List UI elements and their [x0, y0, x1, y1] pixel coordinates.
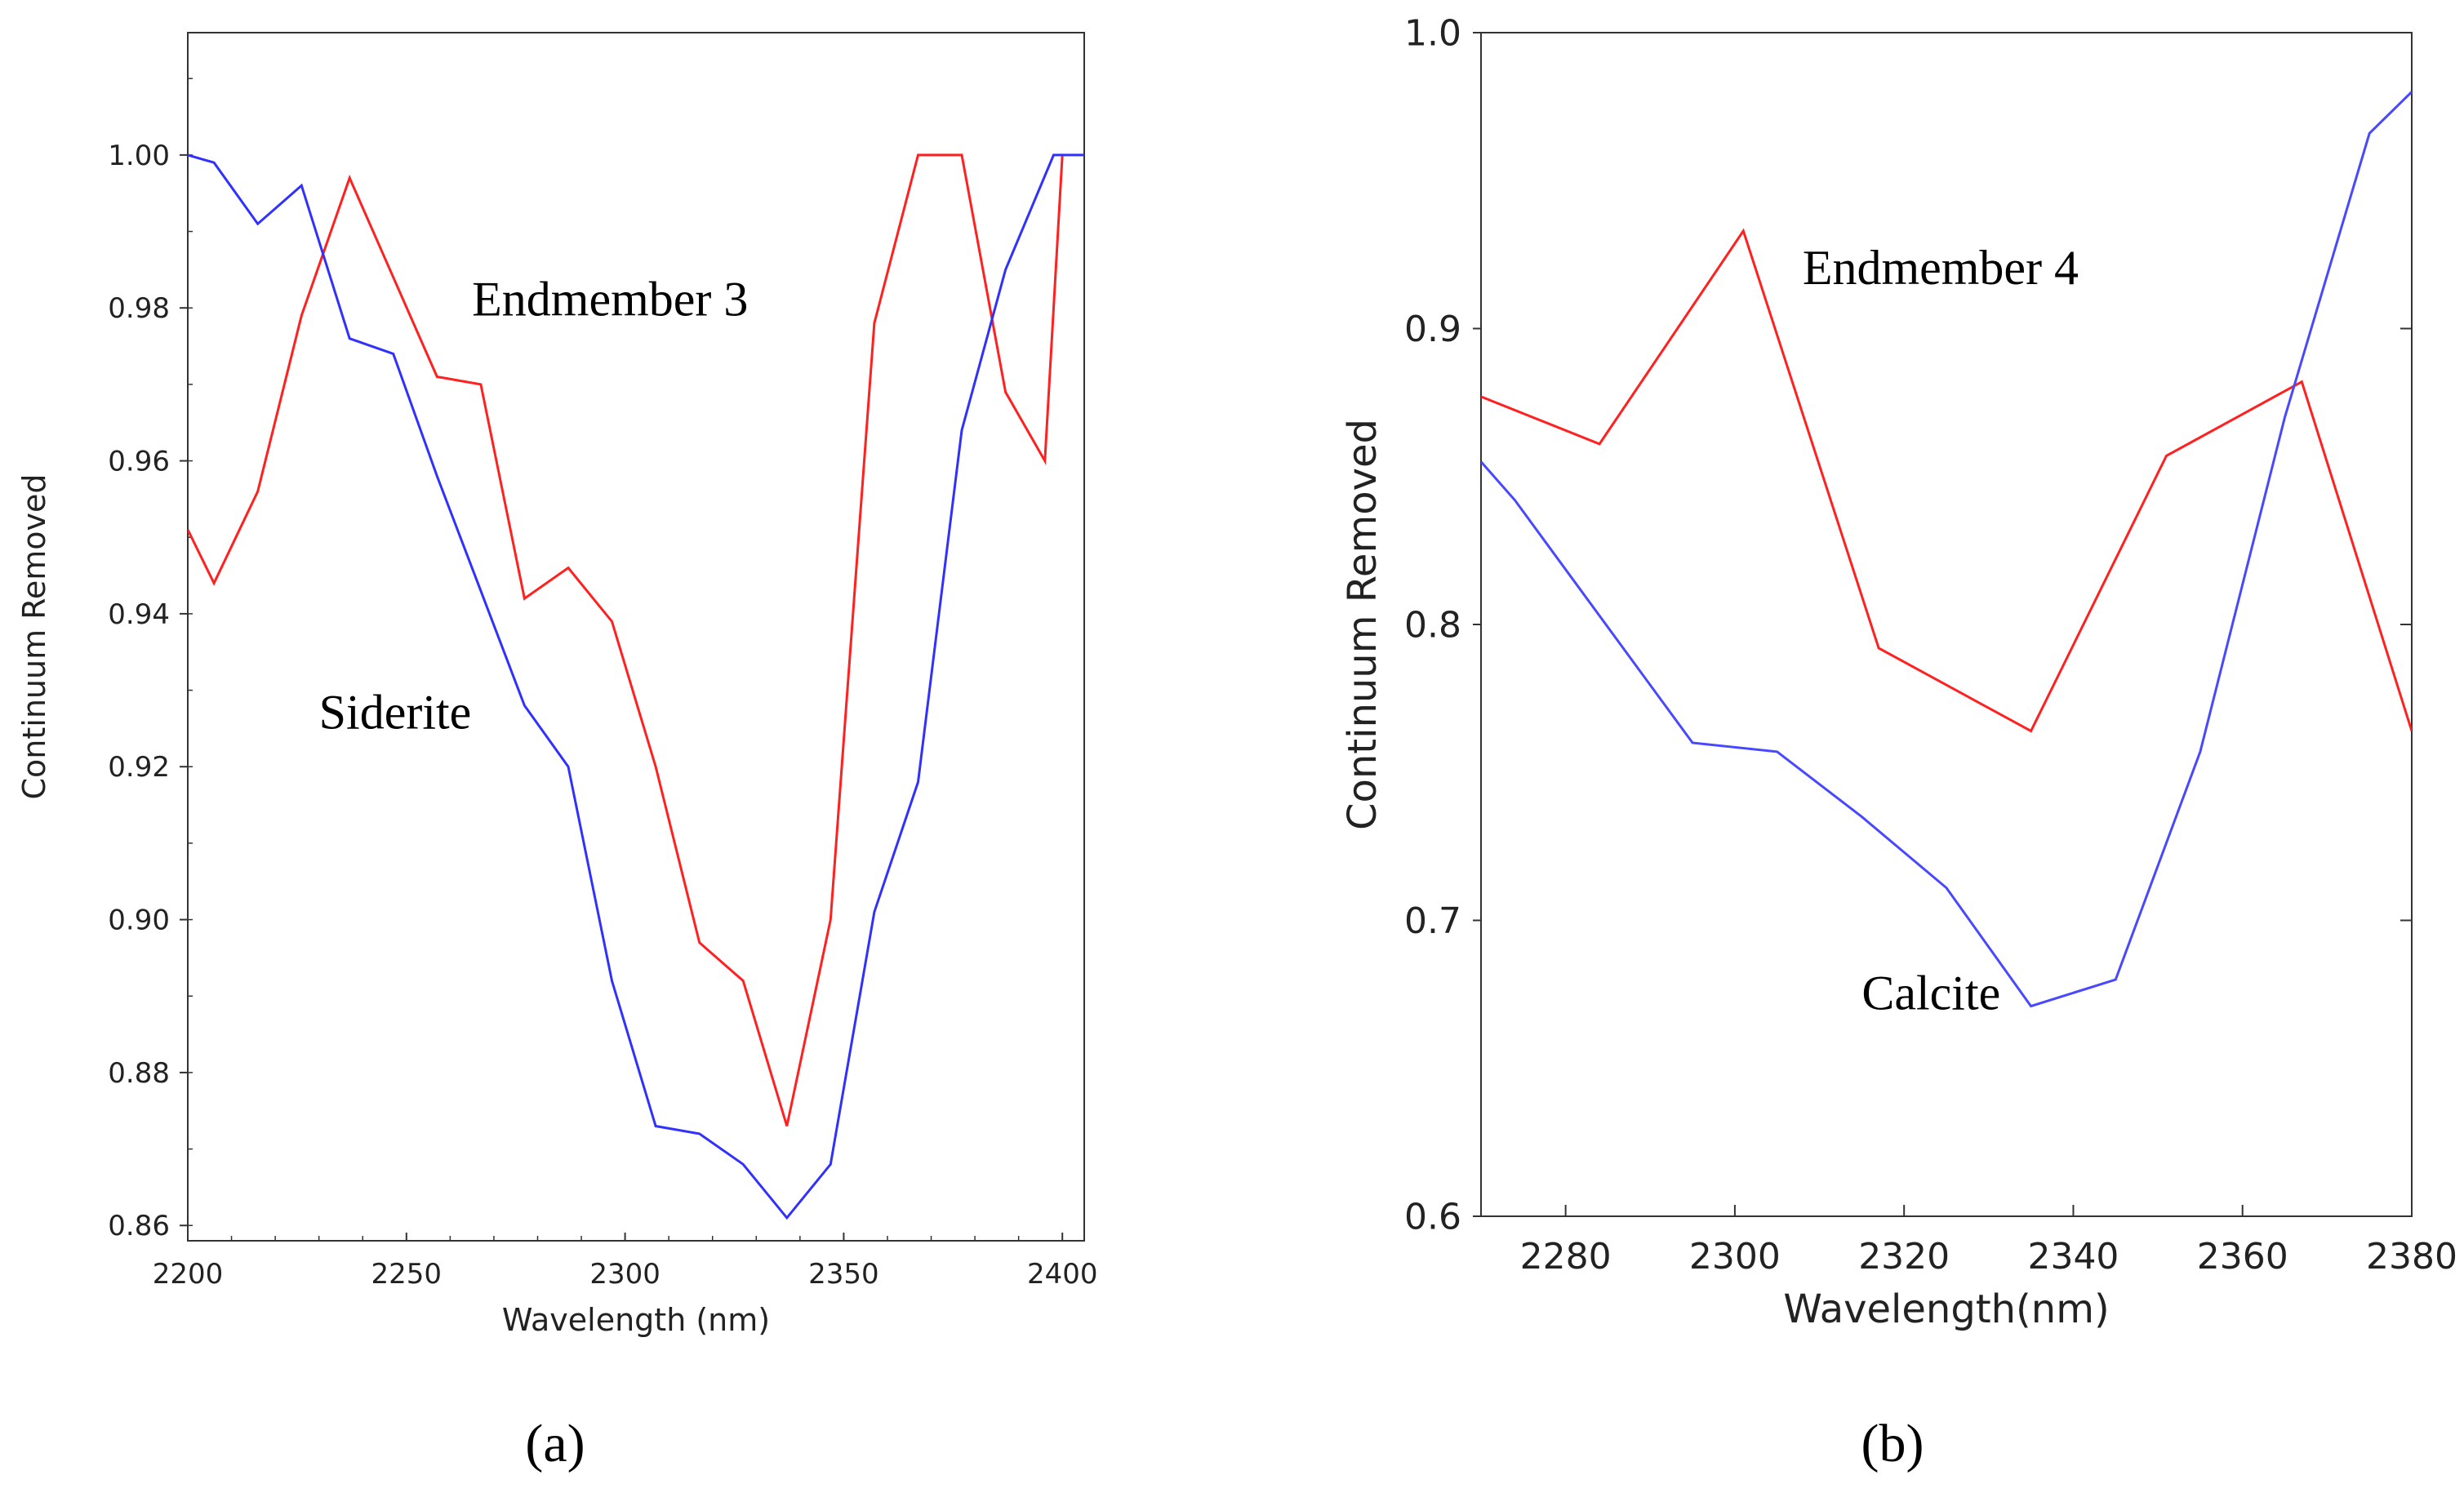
- y-tick-label-b: 0.6: [1404, 1196, 1461, 1238]
- x-tick-label-b: 2300: [1689, 1236, 1781, 1277]
- x-tick-label-b: 2360: [2197, 1236, 2288, 1277]
- x-tick-label-b: 2280: [1520, 1236, 1612, 1277]
- y-tick-label-b: 0.8: [1404, 604, 1461, 646]
- x-axis-title-b: Wavelength(nm): [1783, 1286, 2109, 1332]
- panel-label-b: (b): [1861, 1414, 1924, 1473]
- y-axis-title-b: Continuum Removed: [1340, 419, 1385, 830]
- x-tick-label-b: 2340: [2027, 1236, 2119, 1277]
- x-tick-label-a: 2350: [808, 1258, 879, 1291]
- x-tick-label-b: 2320: [1858, 1236, 1950, 1277]
- annotation-calcite: Calcite: [1861, 966, 2000, 1020]
- x-tick-label-a: 2300: [589, 1258, 660, 1291]
- annotation-siderite: Siderite: [319, 685, 472, 739]
- y-tick-label-a: 0.90: [108, 904, 170, 936]
- panel-label-a: (a): [525, 1414, 585, 1473]
- y-tick-label-b: 1.0: [1404, 12, 1461, 54]
- plot-frame-a: [187, 32, 1085, 1242]
- series-line-siderite: [188, 153, 1084, 1220]
- x-tick-label-a: 2200: [153, 1258, 224, 1291]
- y-tick-label-a: 0.86: [108, 1210, 170, 1242]
- y-tick-label-b: 0.9: [1404, 309, 1461, 350]
- y-tick-label-a: 0.88: [108, 1057, 170, 1090]
- y-tick-label-a: 1.00: [108, 140, 170, 172]
- chart-panel-a: 2200 2250 2300 2350 2400 0.86 0.88 0.90 0.92 0.94…: [16, 32, 1098, 1473]
- y-axis-title-a: Continuum Removed: [16, 474, 52, 800]
- y-tick-label-a: 0.98: [108, 292, 170, 325]
- y-tick-label-a: 0.92: [108, 751, 170, 784]
- series-line-endmember-4: [1481, 228, 2412, 733]
- annotation-endmember-4: Endmember 4: [1803, 241, 2079, 295]
- chart-panel-b: 2280 2300 2320 2340 2360 2380 0.6 0.7 0.8 0.9 1.0 W…: [1340, 12, 2457, 1473]
- series-line-endmember-3: [188, 153, 1064, 1126]
- x-tick-label-b: 2380: [2366, 1236, 2457, 1277]
- series-line-calcite: [1481, 91, 2412, 1008]
- x-axis-title-a: Wavelength (nm): [502, 1302, 770, 1338]
- y-tick-label-a: 0.94: [108, 598, 170, 631]
- y-tick-label-b: 0.7: [1404, 900, 1461, 942]
- y-tick-label-a: 0.96: [108, 445, 170, 478]
- annotation-endmember-3: Endmember 3: [472, 273, 748, 327]
- x-tick-label-a: 2400: [1027, 1258, 1098, 1291]
- x-tick-label-a: 2250: [371, 1258, 443, 1291]
- plot-frame-b: [1480, 32, 2413, 1217]
